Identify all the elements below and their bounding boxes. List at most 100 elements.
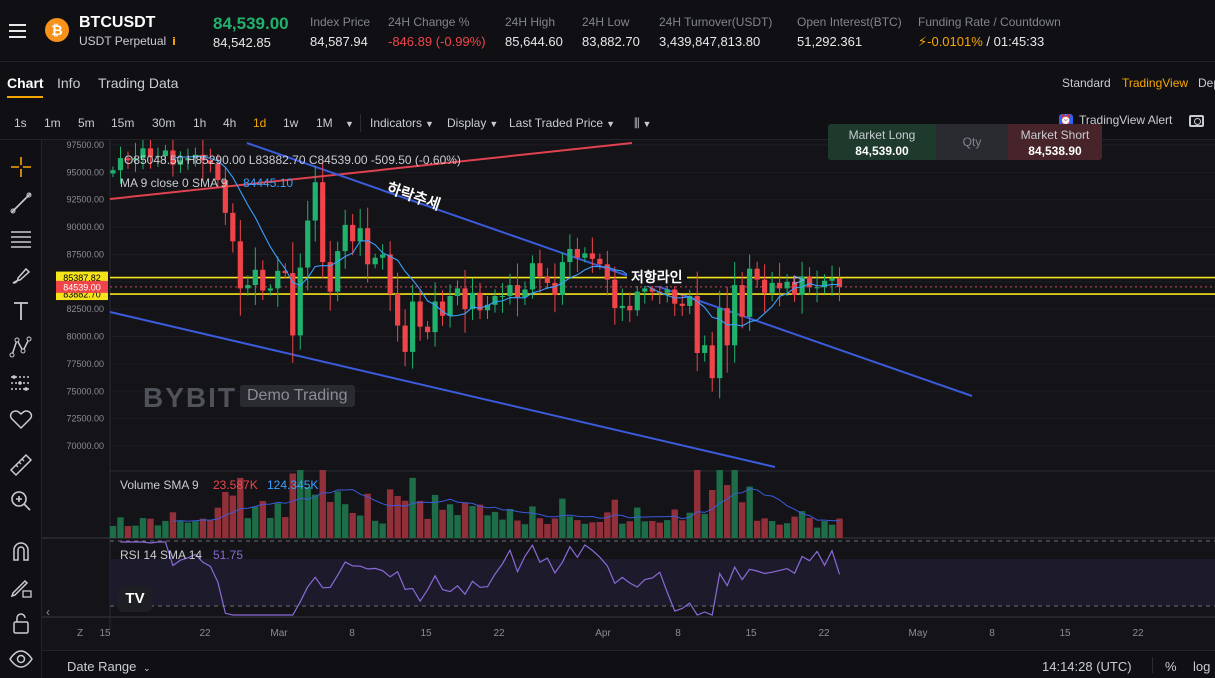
chart-type-button[interactable]: ⫼ ▼ [634, 116, 651, 131]
volume-bar [604, 512, 611, 538]
candle-body [814, 287, 820, 289]
indicators-label: Indicators [370, 116, 423, 130]
draw-lock-icon[interactable] [8, 574, 34, 600]
date-range-button[interactable]: Date Range ⌄ [67, 659, 151, 674]
candles-icon: ⫼ [634, 116, 640, 130]
volume-bar [154, 525, 162, 538]
candle-body [432, 301, 438, 333]
rsi-legend-label[interactable]: RSI 14 SMA 14 [120, 548, 202, 562]
menu-icon[interactable] [9, 22, 27, 38]
volume-bar [334, 491, 341, 538]
candle-body [162, 150, 169, 156]
caret-down-icon: ▼ [345, 119, 354, 129]
volume-bar [738, 502, 746, 538]
display-button[interactable]: Display ▼ [447, 116, 498, 130]
volume-bar [439, 509, 446, 538]
timeframe-1s[interactable]: 1s [14, 116, 27, 130]
tab-info[interactable]: Info [57, 75, 81, 91]
volume-bar [289, 473, 296, 538]
price-chart[interactable]: 97500.00 95000.00 92500.00 90000.00 87500.00… [42, 140, 1215, 650]
market-short-button[interactable]: Market Short 84,538.90 [1008, 124, 1102, 160]
pattern-icon[interactable] [8, 334, 34, 360]
lock-icon[interactable] [8, 610, 34, 636]
timeframe-1w[interactable]: 1w [283, 116, 299, 130]
view-depth[interactable]: Dep [1198, 76, 1215, 90]
collapse-chevron-icon[interactable]: ‹ [46, 605, 50, 619]
timeframe-1h[interactable]: 1h [193, 116, 207, 130]
info-icon[interactable]: ⅰ [172, 36, 176, 48]
forecast-icon[interactable] [8, 370, 34, 396]
candle-body [477, 292, 483, 311]
stat-funding-rate: Funding Rate / Countdown ⚡-0.0101% / 01:… [918, 15, 1061, 50]
volume-bar [731, 470, 738, 538]
volume-legend-label[interactable]: Volume SMA 9 [120, 478, 199, 492]
utc-clock[interactable]: 14:14:28 (UTC) [1042, 659, 1132, 674]
timeframe-30m[interactable]: 30m [152, 116, 176, 130]
ma-legend-label[interactable]: MA 9 close 0 SMA 9 [120, 176, 228, 190]
candle-body [342, 224, 348, 252]
crosshair-icon[interactable] [8, 154, 34, 180]
volume-bar [237, 477, 244, 538]
chart-area[interactable]: 97500.00 95000.00 92500.00 90000.00 87500.00… [42, 124, 1215, 650]
resistance-lower-tag: 83882.70 [63, 290, 101, 300]
timeframe-1M[interactable]: 1M [316, 116, 333, 130]
magnet-icon[interactable] [8, 538, 34, 564]
zoom-icon[interactable] [8, 488, 34, 514]
brush-icon[interactable] [8, 262, 34, 288]
candle-body [357, 228, 363, 242]
market-long-button[interactable]: Market Long 84,539.00 [828, 124, 936, 160]
volume-bar [723, 485, 731, 538]
heart-icon[interactable] [8, 406, 34, 432]
timeframe-more-button[interactable]: ▼ [342, 116, 354, 130]
candles [110, 140, 843, 399]
x-tick-label: 8 [675, 628, 681, 639]
tradingview-logo[interactable]: TV [118, 586, 152, 612]
timeframe-1m[interactable]: 1m [44, 116, 61, 130]
timeframe-5m[interactable]: 5m [78, 116, 95, 130]
candle-body [297, 267, 303, 336]
trend-line-upper[interactable] [109, 142, 633, 200]
timezone-button[interactable]: Z [77, 628, 83, 639]
timeframe-15m[interactable]: 15m [111, 116, 135, 130]
volume-bar [776, 524, 783, 538]
volume-bar [701, 513, 708, 538]
qty-input[interactable]: Qty [936, 124, 1008, 160]
trend-line-icon[interactable] [8, 190, 34, 216]
percent-scale-toggle[interactable]: % [1165, 659, 1177, 674]
candle-body [380, 254, 386, 258]
market-long-price: 84,539.00 [855, 144, 909, 158]
volume-bar [828, 524, 836, 538]
eye-icon[interactable] [8, 646, 34, 672]
view-standard[interactable]: Standard [1062, 76, 1111, 90]
resistance-annotation[interactable]: 저항라인 [631, 269, 683, 286]
view-tradingview[interactable]: TradingView [1122, 76, 1189, 90]
ruler-icon[interactable] [8, 452, 34, 478]
indicators-button[interactable]: Indicators ▼ [370, 116, 434, 130]
volume-bar [686, 512, 693, 538]
channel-line-lower[interactable] [109, 311, 776, 468]
tab-chart[interactable]: Chart [7, 75, 44, 91]
volume-bar [454, 515, 461, 538]
candle-body [769, 282, 775, 293]
tab-trading-data[interactable]: Trading Data [98, 75, 179, 91]
camera-icon[interactable] [1189, 115, 1204, 127]
candle-body [604, 264, 610, 280]
volume-bar [424, 518, 431, 538]
log-scale-toggle[interactable]: log [1193, 659, 1211, 674]
price-type-button[interactable]: Last Traded Price ▼ [509, 116, 615, 130]
timeframe-4h[interactable]: 4h [223, 116, 237, 130]
tradingview-alert-button[interactable]: ⏰ TradingView Alert [1059, 113, 1172, 128]
symbol-name[interactable]: BTCUSDT [79, 14, 156, 31]
stat-label: Index Price [310, 15, 371, 29]
chart-toolbar: 1s 1m 5m 15m 30m 1h 4h 1d 1w 1M ▼ Indica… [0, 104, 1215, 140]
fib-retracement-icon[interactable] [8, 226, 34, 252]
candle-body [567, 248, 573, 263]
candle-body [365, 228, 371, 265]
text-icon[interactable] [8, 298, 34, 324]
current-price-tag: 84539.00 [63, 282, 101, 292]
time-axis: 15 22 Mar 8 15 22 Apr 8 15 22 May 8 15 22 Z ‹ [46, 605, 1144, 639]
candle-body [402, 325, 408, 352]
stat-label: Open Interest(BTC) [797, 15, 902, 29]
stat-value: ⚡-0.0101% / 01:45:33 [918, 34, 1061, 50]
timeframe-1d[interactable]: 1d [253, 116, 267, 130]
